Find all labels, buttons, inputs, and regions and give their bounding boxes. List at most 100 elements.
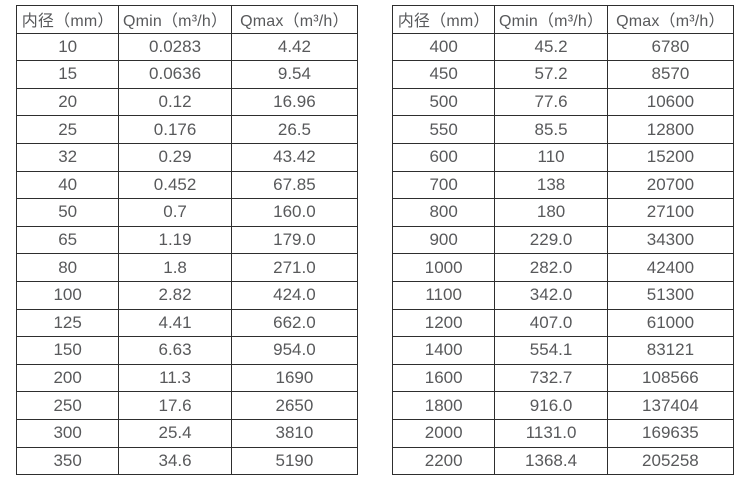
table-cell: 282.0 xyxy=(494,253,608,282)
table-cell: 25.4 xyxy=(118,418,232,448)
table-cell: 554.1 xyxy=(494,336,608,365)
table-cell: 9.54 xyxy=(230,60,359,89)
table-cell: 85.5 xyxy=(494,115,608,144)
table-row: 10 0.0283 4.42 xyxy=(15,32,359,62)
table-row: 65 1.19 179.0 xyxy=(15,225,359,255)
table-cell: 160.0 xyxy=(230,198,359,227)
table-cell: 108566 xyxy=(606,363,735,393)
table-cell: 450 xyxy=(391,60,496,89)
table-cell: 20700 xyxy=(606,170,735,200)
table-cell: 1100 xyxy=(391,280,496,310)
table-cell: 4.42 xyxy=(230,32,359,62)
table-cell: 954.0 xyxy=(230,336,359,365)
column-header: Qmax（m³/h） xyxy=(606,5,735,34)
table-cell: 550 xyxy=(391,115,496,144)
table-cell: 700 xyxy=(391,170,496,200)
column-header: Qmax（m³/h） xyxy=(230,5,359,34)
table-row: 32 0.29 43.42 xyxy=(15,142,359,172)
table-row: 15 0.0636 9.54 xyxy=(15,60,359,89)
table-cell: 205258 xyxy=(606,446,735,476)
table-cell: 400 xyxy=(391,32,496,62)
table-row: 2200 1368.4 205258 xyxy=(391,446,735,476)
table-cell: 15200 xyxy=(606,142,735,172)
table-cell: 40 xyxy=(15,170,120,200)
table-cell: 43.42 xyxy=(230,142,359,172)
table-row: 80 1.8 271.0 xyxy=(15,253,359,282)
table-row: 2000 1131.0 169635 xyxy=(391,418,735,448)
table-row: 150 6.63 954.0 xyxy=(15,336,359,365)
table-row: 400 45.2 6780 xyxy=(391,32,735,62)
table-cell: 10 xyxy=(15,32,120,62)
table-row: 1400 554.1 83121 xyxy=(391,336,735,365)
table-row: 350 34.6 5190 xyxy=(15,446,359,476)
table-cell: 150 xyxy=(15,336,120,365)
table-row: 20 0.12 16.96 xyxy=(15,87,359,117)
column-header: Qmin（m³/h） xyxy=(494,5,608,34)
table-cell: 45.2 xyxy=(494,32,608,62)
table-cell: 25 xyxy=(15,115,120,144)
table-cell: 110 xyxy=(494,142,608,172)
table-cell: 15 xyxy=(15,60,120,89)
table-row: 25 0.176 26.5 xyxy=(15,115,359,144)
table-cell: 4.41 xyxy=(118,308,232,338)
table-cell: 0.7 xyxy=(118,198,232,227)
table-cell: 100 xyxy=(15,280,120,310)
table-cell: 0.12 xyxy=(118,87,232,117)
table-cell: 916.0 xyxy=(494,391,608,420)
table-cell: 65 xyxy=(15,225,120,255)
table-cell: 67.85 xyxy=(230,170,359,200)
table-cell: 250 xyxy=(15,391,120,420)
table-cell: 6.63 xyxy=(118,336,232,365)
table-cell: 50 xyxy=(15,198,120,227)
table-cell: 350 xyxy=(15,446,120,476)
table-cell: 900 xyxy=(391,225,496,255)
table-row: 1000 282.0 42400 xyxy=(391,253,735,282)
table-cell: 16.96 xyxy=(230,87,359,117)
table-row: 200 11.3 1690 xyxy=(15,363,359,393)
table-row: 40 0.452 67.85 xyxy=(15,170,359,200)
table-cell: 169635 xyxy=(606,418,735,448)
table-row: 1800 916.0 137404 xyxy=(391,391,735,420)
table-row: 300 25.4 3810 xyxy=(15,418,359,448)
table-cell: 2200 xyxy=(391,446,496,476)
table-cell: 51300 xyxy=(606,280,735,310)
table-cell: 0.0636 xyxy=(118,60,232,89)
table-cell: 5190 xyxy=(230,446,359,476)
table-row: 250 17.6 2650 xyxy=(15,391,359,420)
table-cell: 138 xyxy=(494,170,608,200)
table-row: 125 4.41 662.0 xyxy=(15,308,359,338)
table-cell: 77.6 xyxy=(494,87,608,117)
table-cell: 8570 xyxy=(606,60,735,89)
flow-table-right: 内径（mm） Qmin（m³/h） Qmax（m³/h） 400 45.2 6780 450… xyxy=(391,5,735,476)
column-header: 内径（mm） xyxy=(391,5,496,34)
table-cell: 34300 xyxy=(606,225,735,255)
table-cell: 200 xyxy=(15,363,120,393)
header-row: 内径（mm） Qmin（m³/h） Qmax（m³/h） xyxy=(391,5,735,34)
table-cell: 1.19 xyxy=(118,225,232,255)
table-cell: 500 xyxy=(391,87,496,117)
table-cell: 179.0 xyxy=(230,225,359,255)
table-row: 50 0.7 160.0 xyxy=(15,198,359,227)
table-cell: 137404 xyxy=(606,391,735,420)
table-cell: 1400 xyxy=(391,336,496,365)
table-row: 800 180 27100 xyxy=(391,198,735,227)
table-cell: 600 xyxy=(391,142,496,172)
table-cell: 2650 xyxy=(230,391,359,420)
table-cell: 6780 xyxy=(606,32,735,62)
table-cell: 3810 xyxy=(230,418,359,448)
table-cell: 1000 xyxy=(391,253,496,282)
table-cell: 17.6 xyxy=(118,391,232,420)
table-cell: 42400 xyxy=(606,253,735,282)
table-cell: 271.0 xyxy=(230,253,359,282)
table-cell: 1600 xyxy=(391,363,496,393)
table-cell: 0.452 xyxy=(118,170,232,200)
table-row: 1200 407.0 61000 xyxy=(391,308,735,338)
table-cell: 61000 xyxy=(606,308,735,338)
table-cell: 300 xyxy=(15,418,120,448)
table-cell: 26.5 xyxy=(230,115,359,144)
table-cell: 10600 xyxy=(606,87,735,117)
table-cell: 1690 xyxy=(230,363,359,393)
table-cell: 732.7 xyxy=(494,363,608,393)
table-cell: 11.3 xyxy=(118,363,232,393)
